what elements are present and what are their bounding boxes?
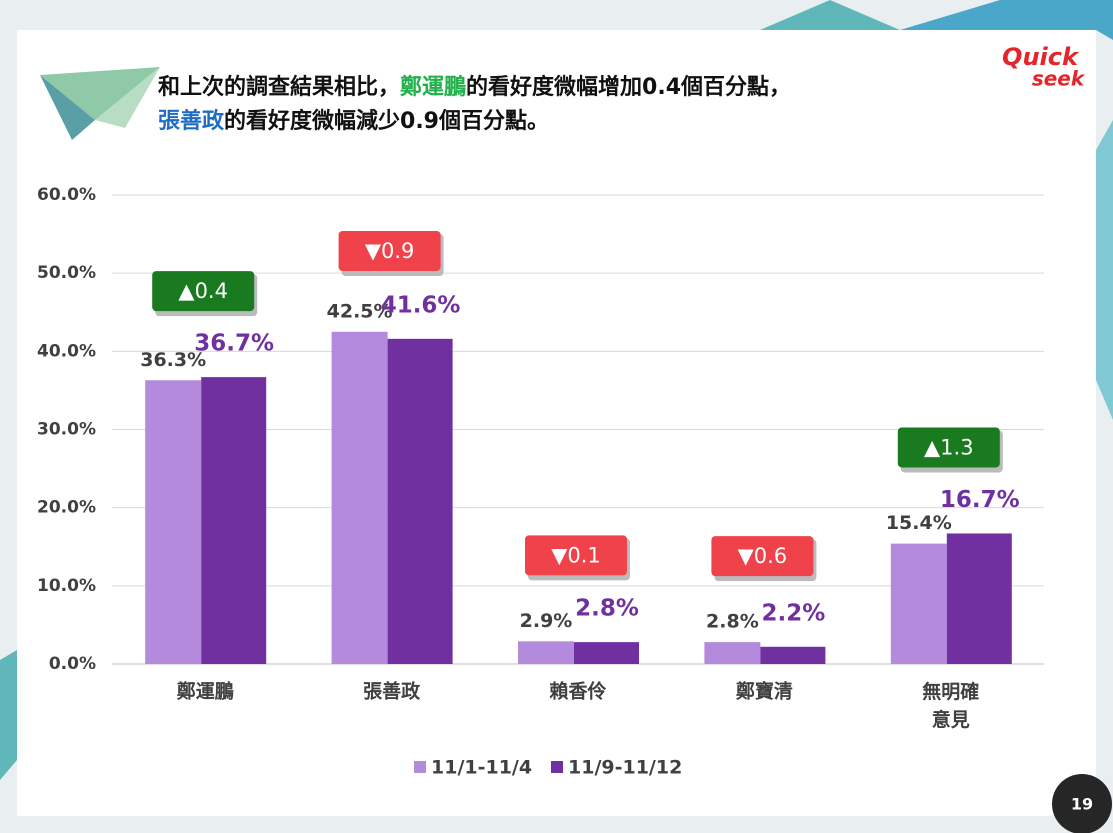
change-box: [338, 231, 441, 271]
logo: Quick: [1002, 43, 1080, 71]
change-label: ▼0.9: [365, 239, 415, 263]
value-label: 2.9%: [520, 610, 573, 632]
y-tick-label: 10.0%: [37, 576, 96, 596]
value-label: 36.7%: [194, 331, 274, 357]
page-badge: [1052, 774, 1112, 833]
value-label: 2.8%: [706, 611, 759, 633]
y-tick-label: 40.0%: [37, 341, 96, 361]
decoration: [760, 0, 900, 30]
value-label: 41.6%: [381, 292, 461, 318]
change-box: [152, 271, 255, 312]
value-label: 15.4%: [886, 512, 952, 534]
bar: [387, 338, 453, 664]
change-box: [525, 535, 627, 576]
title-segment: 和上次的調查結果相比，: [158, 74, 400, 100]
paper-plane: [40, 75, 95, 140]
y-tick-label: 0.0%: [49, 654, 96, 674]
x-tick-label: 張善政: [363, 680, 421, 703]
x-tick-label: 鄭寶清: [735, 680, 793, 703]
change-box: [897, 427, 1000, 468]
bar: [331, 331, 388, 664]
change-box: [711, 536, 814, 577]
legend-label: 11/1-11/4: [431, 757, 532, 779]
bar: [760, 646, 826, 664]
value-label: 2.2%: [762, 600, 826, 626]
x-tick-label: 鄭運鵬: [176, 680, 234, 703]
title-segment: 的看好度微幅增加0.4個百分點，: [466, 74, 791, 100]
bar: [890, 543, 947, 664]
change-label: ▼0.1: [551, 543, 601, 567]
title-segment: 張善政: [158, 108, 225, 134]
bar: [946, 533, 1012, 664]
change-label: ▲0.4: [178, 279, 228, 303]
x-tick-label: 無明確意見: [922, 680, 979, 731]
title: 和上次的調查結果相比，鄭運鵬的看好度微幅增加0.4個百分點， 張善政的看好度微幅減…: [158, 74, 791, 134]
decoration: [1096, 120, 1113, 420]
bar: [145, 380, 202, 664]
logo: seek: [1032, 67, 1086, 91]
title-segment: 鄭運鵬: [400, 74, 466, 100]
y-tick-label: 50.0%: [37, 263, 96, 283]
x-tick-label: 賴香伶: [549, 680, 606, 703]
bar: [574, 642, 639, 664]
paper-plane: [95, 67, 160, 128]
value-label: 36.3%: [140, 349, 206, 371]
y-tick-label: 60.0%: [37, 185, 96, 205]
paper-plane: [40, 67, 160, 120]
change-label: ▲1.3: [924, 435, 974, 459]
bar: [518, 641, 574, 664]
value-label: 16.7%: [940, 487, 1020, 513]
bar: [704, 642, 761, 664]
value-label: 42.5%: [327, 300, 393, 322]
bar: [201, 377, 267, 664]
change-label: ▼0.6: [738, 544, 788, 568]
title-segment: 的看好度微幅減少0.9個百分點。: [224, 108, 549, 134]
y-tick-label: 30.0%: [37, 420, 96, 440]
legend-swatch: [414, 761, 426, 773]
value-label: 2.8%: [575, 596, 639, 622]
page-number: 19: [1071, 795, 1093, 814]
y-tick-label: 20.0%: [37, 498, 96, 518]
legend-label: 11/9-11/12: [568, 757, 682, 779]
legend-swatch: [551, 761, 563, 773]
decoration: [0, 650, 17, 780]
